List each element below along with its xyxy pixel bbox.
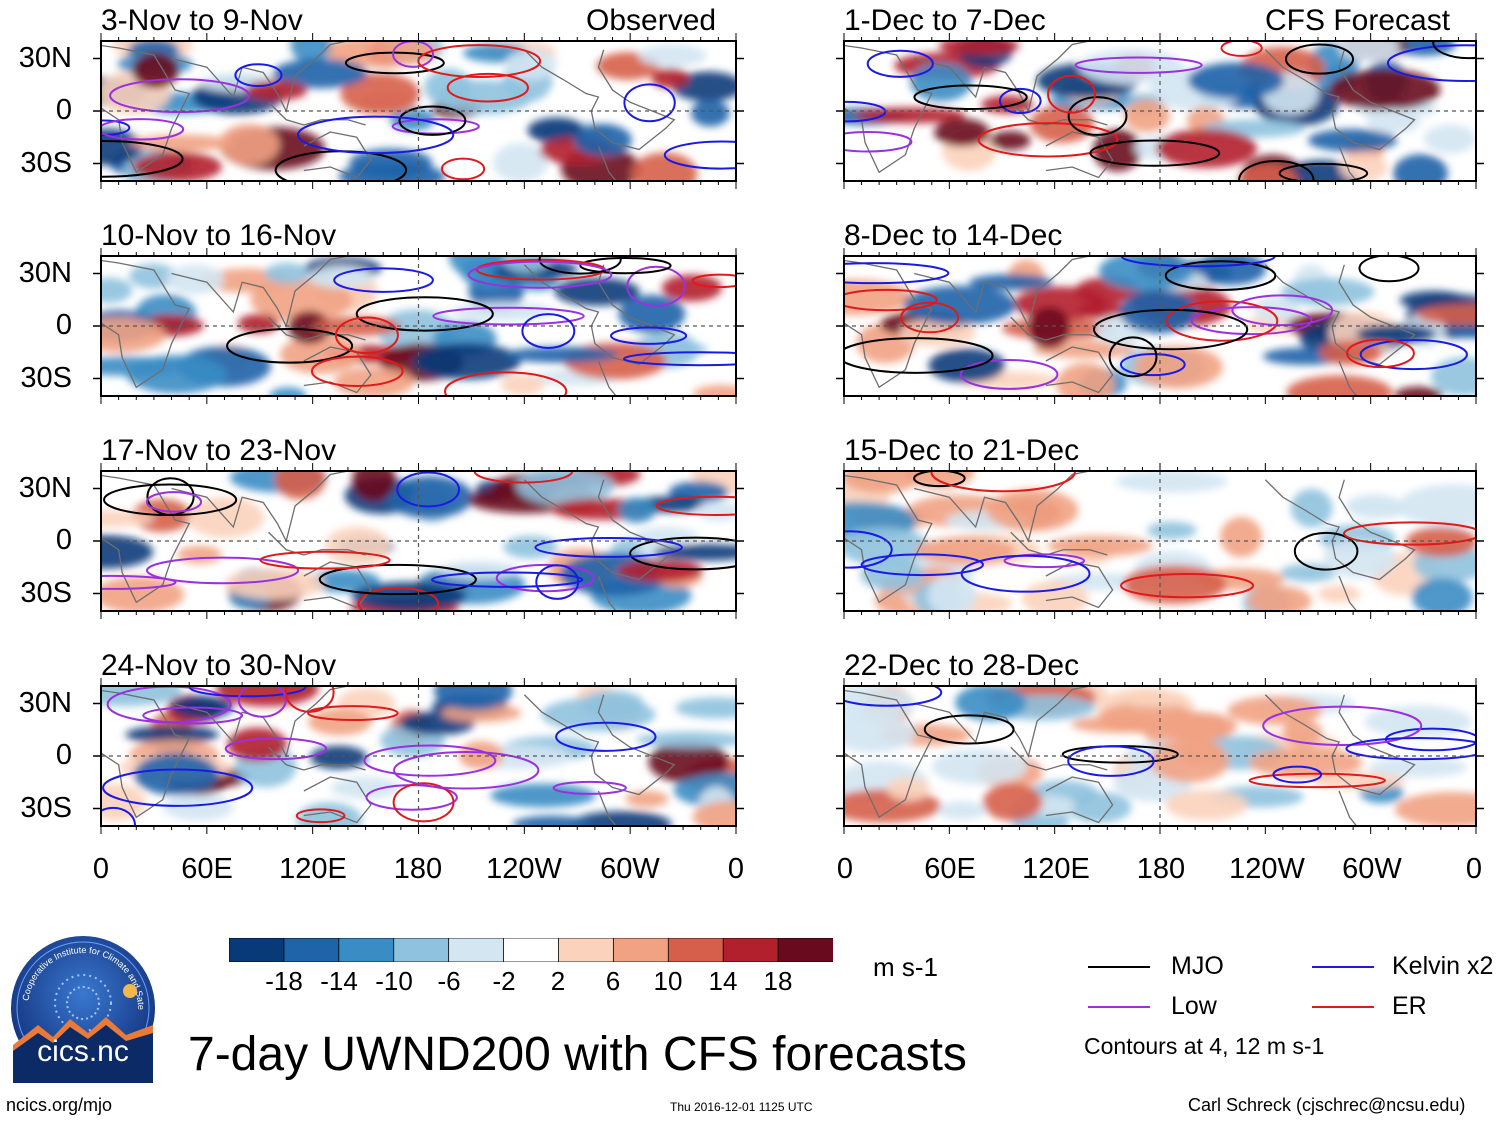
colorbar-swatch [393,937,450,963]
colorbar-swatch [722,937,779,963]
map-panel [836,463,1484,619]
lat-label-30n-2: 30N [18,257,72,289]
units-label: m s-1 [873,952,938,982]
colorbar-swatch [612,937,670,963]
colorbar-label-8: 10 [653,966,683,996]
lon-label-right-360: 0 [1465,853,1483,885]
lon-label-right-60e: 60E [924,853,976,885]
panel-title-3: 17-Nov to 23-Nov [101,434,337,467]
legend-kelvin-label: Kelvin x2 [1392,952,1494,980]
main-title: 7-day UWND200 with CFS forecasts [188,1028,967,1081]
lon-label-left-0: 0 [92,853,110,885]
legend-mjo-label: MJO [1171,952,1224,980]
colorbar-label-4: -6 [437,966,461,996]
lon-label-left-60e: 60E [181,853,233,885]
lat-label-30n-3: 30N [18,472,72,504]
panel-title-4: 24-Nov to 30-Nov [101,649,337,682]
lon-label-right-120e: 120E [1022,853,1090,885]
colorbar-swatches [228,937,834,963]
lat-label-eq-3: 0 [55,524,72,556]
lat-label-30s-1: 30S [20,147,72,179]
colorbar-label-6: 2 [550,966,566,996]
map-panel [93,678,744,834]
observed-label: Observed [586,4,717,37]
map-panel [836,33,1484,189]
colorbar-label-3: -10 [375,966,413,996]
cics-logo: Cooperative Institute for Climate and Sa… [5,925,158,1083]
colorbar-label-2: -14 [320,966,358,996]
panel-title-1: 3-Nov to 9-Nov [101,4,303,37]
svg-text:cics.nc: cics.nc [37,1035,129,1068]
lon-label-left-120w: 120W [486,853,562,885]
lat-label-30s-4: 30S [20,792,72,824]
lat-label-eq-4: 0 [55,739,72,771]
author: Carl Schreck (cjschrec@ncsu.edu) [1188,1095,1466,1115]
colorbar-label-9: 14 [708,966,738,996]
lon-label-left-60w: 60W [600,853,660,885]
lon-label-left-180: 180 [393,853,443,885]
timestamp: Thu 2016-12-01 1125 UTC [670,1100,813,1114]
legend-kelvin-line [1312,966,1374,968]
site-url[interactable]: ncics.org/mjo [6,1095,113,1115]
lon-label-right-120w: 120W [1229,853,1305,885]
colorbar-label-5: -2 [492,966,516,996]
panel-title-2: 10-Nov to 16-Nov [101,219,337,252]
legend-mjo-line [1088,966,1150,968]
panel-title-7: 15-Dec to 21-Dec [844,434,1080,467]
lon-label-right-0: 0 [836,853,854,885]
legend-er-line [1312,1006,1374,1008]
contour-note: Contours at 4, 12 m s-1 [1084,1033,1325,1059]
colorbar-swatch [667,937,725,963]
colorbar-swatch [777,937,834,963]
panel-title-6: 8-Dec to 14-Dec [844,219,1063,252]
colorbar-label-1: -18 [265,966,303,996]
colorbar-swatch [338,937,395,963]
lat-label-eq-2: 0 [55,309,72,341]
lat-label-30s-3: 30S [20,577,72,609]
legend-low-label: Low [1171,992,1217,1020]
lon-label-left-120e: 120E [279,853,347,885]
colorbar-label-10: 18 [763,966,793,996]
map-panel [93,33,744,189]
logo-graphic: Cooperative Institute for Climate and Sa… [5,925,155,1083]
colorbar-swatch [283,937,340,963]
legend-low-line [1088,1006,1150,1008]
lat-label-30n-1: 30N [18,42,72,74]
lat-label-30n-4: 30N [18,687,72,719]
colorbar-swatch [448,937,505,963]
lon-label-right-180: 180 [1136,853,1186,885]
colorbar [228,937,834,963]
panel-title-8: 22-Dec to 28-Dec [844,649,1080,682]
colorbar-swatch [503,937,560,963]
lat-label-30s-2: 30S [20,362,72,394]
map-panel [836,248,1484,404]
map-panel [836,678,1484,834]
colorbar-swatch [228,937,285,963]
lon-label-left-360: 0 [727,853,745,885]
colorbar-label-7: 6 [605,966,621,996]
legend-er-label: ER [1392,992,1427,1020]
colorbar-swatch [558,937,615,963]
panel-title-5: 1-Dec to 7-Dec [844,4,1046,37]
lon-label-right-60w: 60W [1342,853,1402,885]
forecast-label: CFS Forecast [1265,4,1451,37]
map-panel [93,463,744,619]
lat-label-eq-1: 0 [55,94,72,126]
map-panel [93,248,744,404]
panels-svg [93,33,1484,834]
